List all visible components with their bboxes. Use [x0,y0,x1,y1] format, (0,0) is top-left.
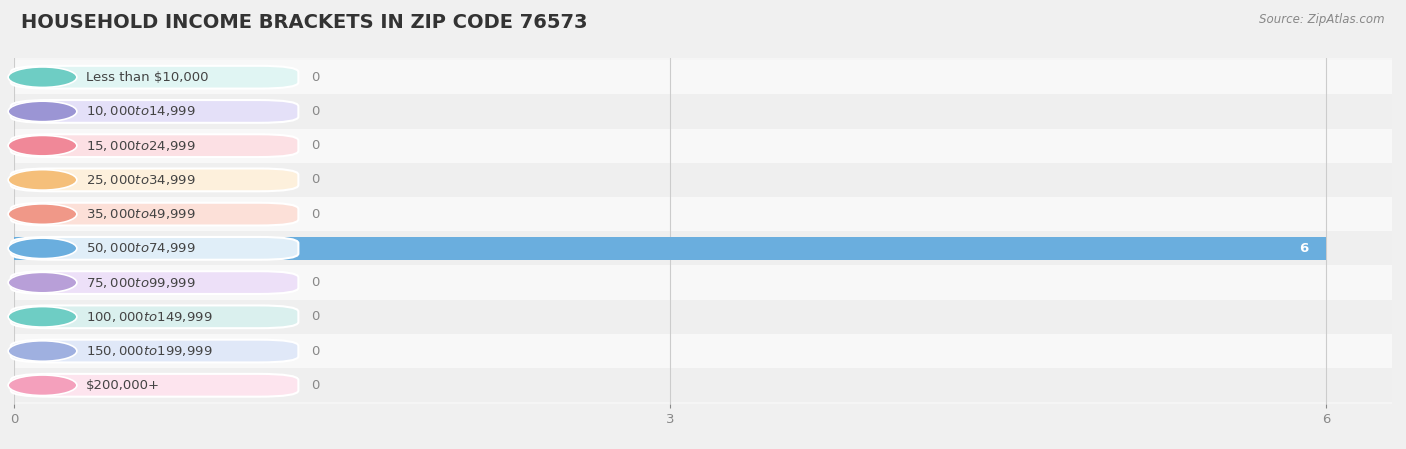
Text: $75,000 to $99,999: $75,000 to $99,999 [86,276,195,290]
Bar [14,163,1392,197]
Bar [14,231,1392,265]
Bar [14,299,1392,334]
Text: HOUSEHOLD INCOME BRACKETS IN ZIP CODE 76573: HOUSEHOLD INCOME BRACKETS IN ZIP CODE 76… [21,13,588,32]
Text: 0: 0 [312,310,321,323]
Text: 0: 0 [312,105,321,118]
Ellipse shape [8,170,77,190]
Text: 0: 0 [312,379,321,392]
Text: 0: 0 [312,70,321,84]
Text: $200,000+: $200,000+ [86,379,160,392]
Bar [14,368,1392,402]
Text: $10,000 to $14,999: $10,000 to $14,999 [86,105,195,119]
Text: $50,000 to $74,999: $50,000 to $74,999 [86,242,195,255]
Ellipse shape [8,273,77,293]
Text: 0: 0 [312,173,321,186]
Ellipse shape [8,375,77,396]
Text: 0: 0 [312,207,321,220]
Ellipse shape [8,67,77,88]
Bar [14,128,1392,163]
Bar [14,94,1392,128]
Text: 0: 0 [312,344,321,357]
FancyBboxPatch shape [11,203,298,225]
Ellipse shape [8,101,77,122]
Text: 0: 0 [312,276,321,289]
Ellipse shape [8,341,77,361]
FancyBboxPatch shape [11,134,298,157]
Text: Source: ZipAtlas.com: Source: ZipAtlas.com [1260,13,1385,26]
Text: $35,000 to $49,999: $35,000 to $49,999 [86,207,195,221]
FancyBboxPatch shape [11,305,298,328]
Bar [14,197,1392,231]
Bar [14,60,1392,94]
Text: $100,000 to $149,999: $100,000 to $149,999 [86,310,212,324]
FancyBboxPatch shape [11,339,298,362]
FancyBboxPatch shape [11,237,298,260]
Text: Less than $10,000: Less than $10,000 [86,70,208,84]
Ellipse shape [8,136,77,156]
FancyBboxPatch shape [11,168,298,191]
Bar [14,237,1326,260]
Text: 0: 0 [312,139,321,152]
FancyBboxPatch shape [11,66,298,88]
Bar [14,334,1392,368]
Text: $25,000 to $34,999: $25,000 to $34,999 [86,173,195,187]
FancyBboxPatch shape [11,374,298,396]
Ellipse shape [8,204,77,224]
Bar [14,265,1392,299]
FancyBboxPatch shape [11,100,298,123]
Ellipse shape [8,307,77,327]
Text: 6: 6 [1299,242,1309,255]
Text: $15,000 to $24,999: $15,000 to $24,999 [86,139,195,153]
FancyBboxPatch shape [11,271,298,294]
Text: $150,000 to $199,999: $150,000 to $199,999 [86,344,212,358]
Ellipse shape [8,238,77,259]
